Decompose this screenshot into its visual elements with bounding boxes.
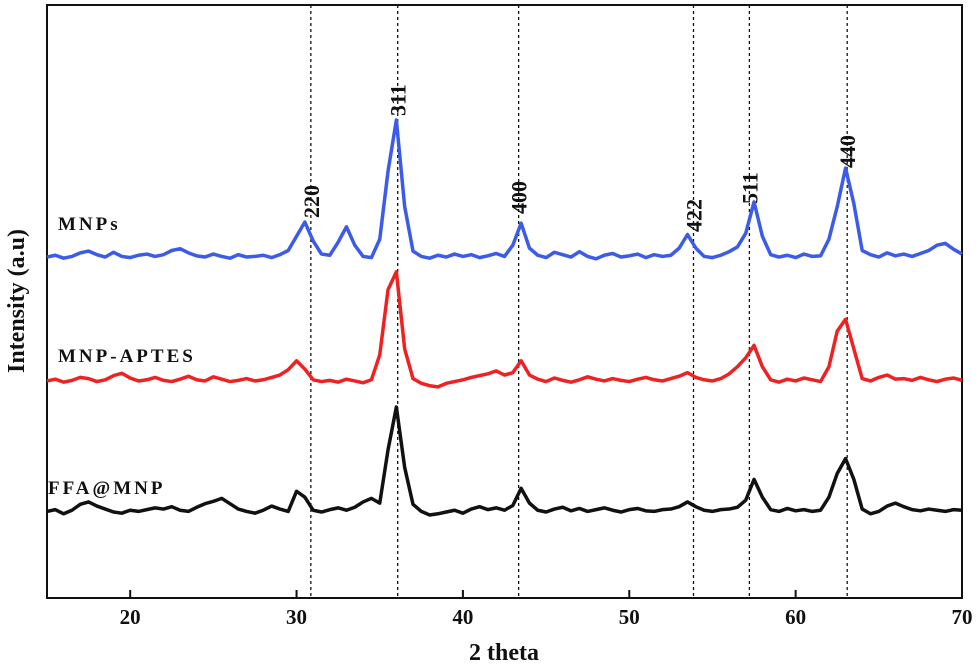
series-line xyxy=(46,118,963,261)
x-tick-label: 40 xyxy=(452,605,473,629)
peak-label: 511 xyxy=(737,172,762,204)
series-label: MNPs xyxy=(58,214,121,235)
x-tick-label: 30 xyxy=(286,605,307,629)
series-label: FFA@MNP xyxy=(48,478,165,499)
series-label: MNP-APTES xyxy=(58,346,196,367)
series-line xyxy=(46,405,963,517)
x-tick-label: 60 xyxy=(785,605,806,629)
peak-label: 440 xyxy=(835,135,860,168)
peak-label: 220 xyxy=(299,185,324,218)
x-tick-label: 20 xyxy=(120,605,141,629)
x-axis-title: 2 theta xyxy=(469,640,539,666)
peak-label: 400 xyxy=(507,181,532,214)
plot-frame xyxy=(46,4,963,599)
series-line xyxy=(46,270,963,389)
x-tick-label: 70 xyxy=(952,605,973,629)
x-tick-label: 50 xyxy=(619,605,640,629)
peak-label: 422 xyxy=(681,199,706,232)
peak-label: 311 xyxy=(386,84,411,116)
y-axis-title: Intensity (a.u) xyxy=(4,229,30,373)
